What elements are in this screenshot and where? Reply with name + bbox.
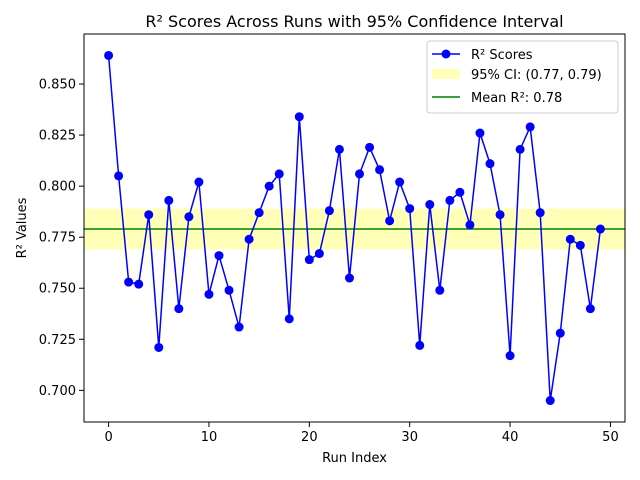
legend-marker-r2	[441, 49, 451, 59]
data-point-38	[485, 159, 495, 169]
data-point-28	[385, 216, 395, 226]
data-point-40	[505, 351, 515, 361]
legend-label-r2: R² Scores	[471, 48, 533, 63]
x-tick-label: 10	[201, 430, 218, 445]
data-point-24	[344, 273, 354, 283]
y-tick-label: 0.700	[39, 384, 76, 399]
legend-label-mean: Mean R²: 0.78	[471, 91, 562, 106]
data-point-14	[244, 234, 254, 244]
data-point-1	[114, 171, 124, 181]
x-tick-label: 30	[401, 430, 418, 445]
data-point-9	[194, 177, 204, 187]
data-point-10	[204, 289, 214, 299]
data-point-45	[555, 328, 565, 338]
data-point-37	[475, 128, 485, 138]
axes-frame	[83, 33, 626, 423]
data-point-44	[545, 396, 555, 406]
y-tick-label: 0.775	[39, 231, 76, 246]
y-tick-label: 0.825	[39, 129, 76, 144]
data-point-23	[334, 144, 344, 154]
data-point-30	[405, 204, 415, 214]
data-point-19	[294, 112, 304, 122]
plot-area	[84, 50, 625, 406]
y-tick-label: 0.800	[39, 180, 76, 195]
data-point-36	[465, 220, 475, 230]
data-point-16	[264, 181, 274, 191]
data-point-43	[535, 208, 545, 218]
data-point-15	[254, 208, 264, 218]
data-point-21	[314, 249, 324, 259]
data-point-48	[585, 304, 595, 314]
data-point-34	[445, 195, 455, 205]
x-tick-label: 50	[602, 430, 619, 445]
data-point-8	[184, 212, 194, 222]
data-point-35	[455, 187, 465, 197]
x-axis: 0 10 20 30 40 50	[104, 422, 619, 445]
data-point-2	[124, 277, 134, 287]
legend-label-ci: 95% CI: (0.77, 0.79)	[471, 68, 602, 83]
y-tick-label: 0.725	[39, 333, 76, 348]
data-point-26	[365, 142, 375, 152]
data-point-0	[104, 50, 114, 60]
data-point-12	[224, 285, 234, 295]
data-point-25	[355, 169, 365, 179]
data-point-31	[415, 340, 425, 350]
data-point-33	[435, 285, 445, 295]
x-axis-label: Run Index	[322, 451, 387, 466]
data-point-27	[375, 165, 385, 175]
x-tick-label: 0	[104, 430, 112, 445]
data-point-32	[425, 200, 435, 210]
data-point-20	[304, 255, 314, 265]
data-point-6	[164, 195, 174, 205]
data-point-3	[134, 279, 144, 289]
data-point-18	[284, 314, 294, 324]
legend-swatch-ci	[432, 69, 460, 79]
y-axis-label: R² Values	[15, 197, 30, 258]
data-point-29	[395, 177, 405, 187]
y-axis: 0.700 0.725 0.750 0.775 0.800 0.825 0.850	[39, 78, 84, 399]
data-point-47	[575, 240, 585, 250]
data-point-7	[174, 304, 184, 314]
y-tick-label: 0.850	[39, 78, 76, 93]
series-line-r2	[107, 55, 602, 402]
data-point-11	[214, 251, 224, 261]
data-point-42	[525, 122, 535, 132]
data-point-13	[234, 322, 244, 332]
data-point-46	[565, 234, 575, 244]
data-point-39	[495, 210, 505, 220]
data-point-5	[154, 342, 164, 352]
data-point-17	[274, 169, 284, 179]
chart-title: R² Scores Across Runs with 95% Confidenc…	[145, 12, 563, 31]
data-point-41	[515, 144, 525, 154]
data-point-22	[324, 206, 334, 216]
y-tick-label: 0.750	[39, 282, 76, 297]
legend: R² Scores 95% CI: (0.77, 0.79) Mean R²: …	[426, 40, 619, 114]
legend-box	[426, 40, 619, 114]
x-tick-label: 40	[502, 430, 519, 445]
data-point-4	[144, 210, 154, 220]
data-point-49	[595, 224, 605, 234]
x-tick-label: 20	[301, 430, 318, 445]
